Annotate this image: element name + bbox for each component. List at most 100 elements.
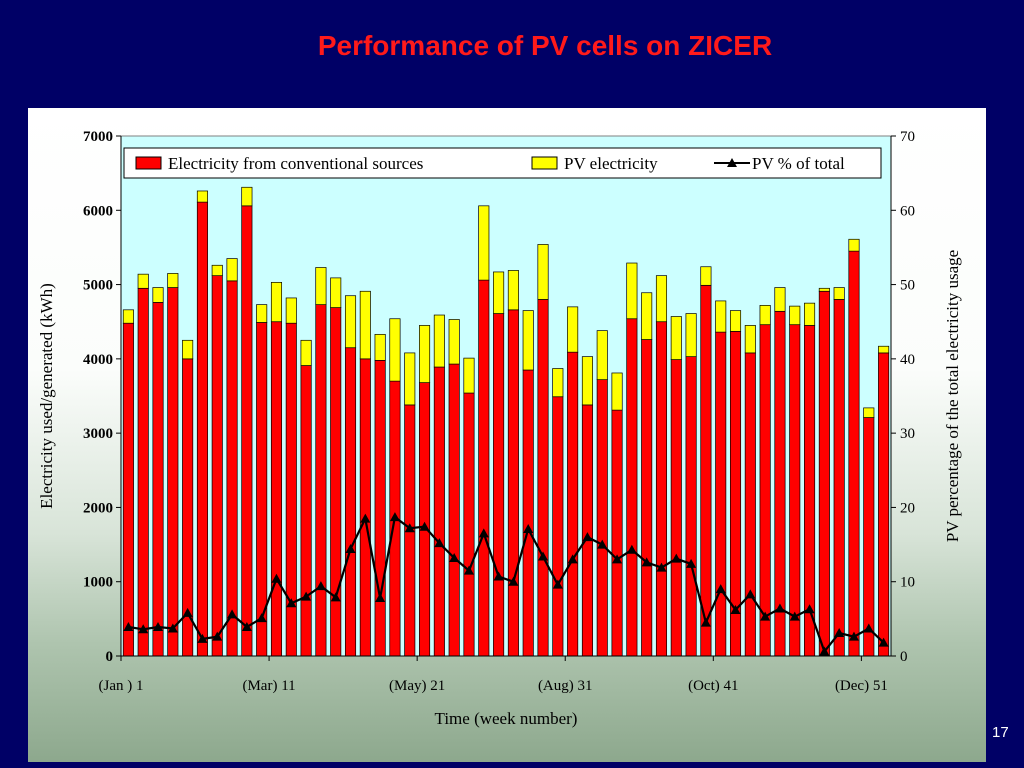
pv-percent-point-week-35: [626, 544, 637, 554]
bar-pv-week-34: [611, 372, 623, 411]
pv-percent-point-week-43: [745, 589, 756, 599]
legend: Electricity from conventional sources PV…: [123, 147, 882, 179]
pv-percent-point-week-5: [182, 607, 193, 617]
pv-percent-point-week-51: [863, 623, 874, 633]
bar-conventional-week-30: [552, 396, 564, 657]
y2-axis-title: PV percentage of the total electricity u…: [943, 250, 962, 542]
bar-pv-week-50: [848, 238, 860, 252]
bar-pv-week-6: [196, 190, 208, 203]
bar-pv-week-8: [226, 258, 238, 282]
pv-performance-chart: 0 1000 2000 3000 4000 5000 6000 7000 0 10 20 30 40 50…: [37, 129, 962, 728]
y2-tick-label: 20: [900, 500, 915, 516]
bar-conventional-week-6: [196, 201, 208, 657]
bars-layer: [122, 186, 890, 657]
bar-conventional-week-32: [581, 404, 593, 657]
bar-pv-week-51: [863, 407, 875, 418]
pv-percent-point-week-7: [212, 631, 223, 641]
bar-pv-week-21: [419, 325, 431, 383]
bar-pv-week-28: [522, 310, 534, 371]
bar-pv-week-27: [507, 270, 519, 311]
bar-pv-week-35: [626, 262, 638, 320]
y-tick-label: 3000: [83, 426, 113, 442]
pv-percent-point-week-8: [227, 609, 238, 619]
bar-pv-week-41: [715, 300, 727, 333]
bar-conventional-week-25: [478, 279, 490, 657]
y-axis-title: Electricity used/generated (kWh): [37, 283, 56, 509]
bar-pv-week-16: [344, 295, 357, 349]
bar-pv-week-26: [493, 271, 505, 314]
y2-tick-label: 50: [900, 278, 915, 294]
bar-pv-week-9: [241, 186, 253, 207]
y2-tick-label: 10: [900, 575, 915, 591]
bar-conventional-week-4: [167, 287, 179, 657]
bar-conventional-week-35: [626, 318, 638, 657]
bar-conventional-week-36: [641, 339, 653, 657]
legend-swatch-pv-percent-marker: [727, 158, 737, 167]
pv-percent-point-week-50: [848, 631, 859, 641]
bar-pv-week-23: [448, 319, 460, 365]
y-tick-label: 5000: [83, 278, 113, 294]
pv-percent-point-week-30: [552, 579, 563, 589]
bar-pv-week-25: [478, 205, 490, 281]
pv-percent-point-week-4: [167, 623, 178, 633]
bar-conventional-week-49: [833, 299, 845, 657]
bar-conventional-week-29: [537, 299, 549, 657]
bar-conventional-week-13: [300, 365, 312, 657]
bar-pv-week-44: [759, 305, 771, 326]
bar-conventional-week-44: [759, 324, 771, 657]
y-tick-label: 2000: [83, 500, 113, 516]
bar-conventional-week-28: [522, 369, 534, 657]
pv-percent-point-week-41: [715, 584, 726, 594]
pv-percent-point-week-18: [375, 593, 386, 603]
y2-tick-label: 0: [900, 649, 908, 665]
legend-box: [123, 147, 882, 179]
pv-percent-point-week-2: [138, 624, 149, 634]
y2-tick-label: 70: [900, 129, 915, 145]
y2-tick-label: 30: [900, 426, 915, 442]
bar-conventional-week-23: [448, 363, 460, 657]
pv-percent-point-week-36: [641, 557, 652, 567]
bar-pv-week-36: [641, 292, 653, 340]
bar-conventional-week-17: [359, 358, 371, 657]
bar-pv-week-52: [878, 345, 890, 354]
bar-conventional-week-52: [878, 352, 890, 657]
pv-percent-point-week-38: [671, 553, 682, 563]
bar-conventional-week-2: [137, 287, 149, 657]
bar-pv-week-14: [315, 267, 327, 305]
pv-percent-point-week-24: [463, 565, 474, 575]
bar-conventional-week-31: [567, 351, 579, 657]
pv-percent-point-week-42: [730, 604, 741, 614]
bar-conventional-week-26: [493, 313, 505, 657]
pv-percent-point-week-37: [656, 562, 667, 572]
pv-percent-point-week-13: [301, 591, 312, 601]
bar-pv-week-43: [744, 325, 756, 354]
pv-percent-point-week-23: [449, 552, 460, 562]
y-tick-label: 0: [106, 649, 114, 665]
pv-percent-point-week-17: [360, 513, 371, 523]
pv-percent-point-week-19: [389, 512, 400, 522]
legend-label-conventional: Electricity from conventional sources: [168, 154, 423, 173]
pv-percent-point-week-39: [686, 558, 697, 568]
bar-conventional-week-1: [122, 322, 134, 657]
bar-conventional-week-8: [226, 280, 238, 657]
pv-percent-point-week-6: [197, 633, 208, 643]
bar-pv-week-20: [404, 352, 416, 406]
bar-conventional-week-38: [670, 359, 682, 657]
chart-panel: 0 1000 2000 3000 4000 5000 6000 7000 0 10 20 30 40 50…: [28, 108, 986, 762]
x-tick-label: (May) 21: [389, 678, 445, 694]
bar-pv-week-33: [596, 330, 608, 381]
bar-pv-week-46: [789, 305, 801, 326]
x-tick-label: (Dec) 51: [835, 678, 888, 694]
bar-pv-week-10: [256, 304, 268, 323]
slide-title: Performance of PV cells on ZICER: [317, 30, 773, 61]
bar-conventional-week-39: [685, 356, 697, 657]
pv-percent-point-week-33: [597, 539, 608, 549]
y-tick-label: 1000: [83, 575, 113, 591]
pv-percent-point-week-3: [153, 622, 164, 632]
bar-conventional-week-43: [744, 352, 756, 657]
pv-percent-point-week-10: [256, 613, 267, 623]
pv-percent-point-week-25: [478, 528, 489, 538]
pv-percent-point-week-14: [315, 581, 326, 591]
bar-pv-week-13: [300, 339, 312, 366]
bar-conventional-week-34: [611, 409, 623, 657]
